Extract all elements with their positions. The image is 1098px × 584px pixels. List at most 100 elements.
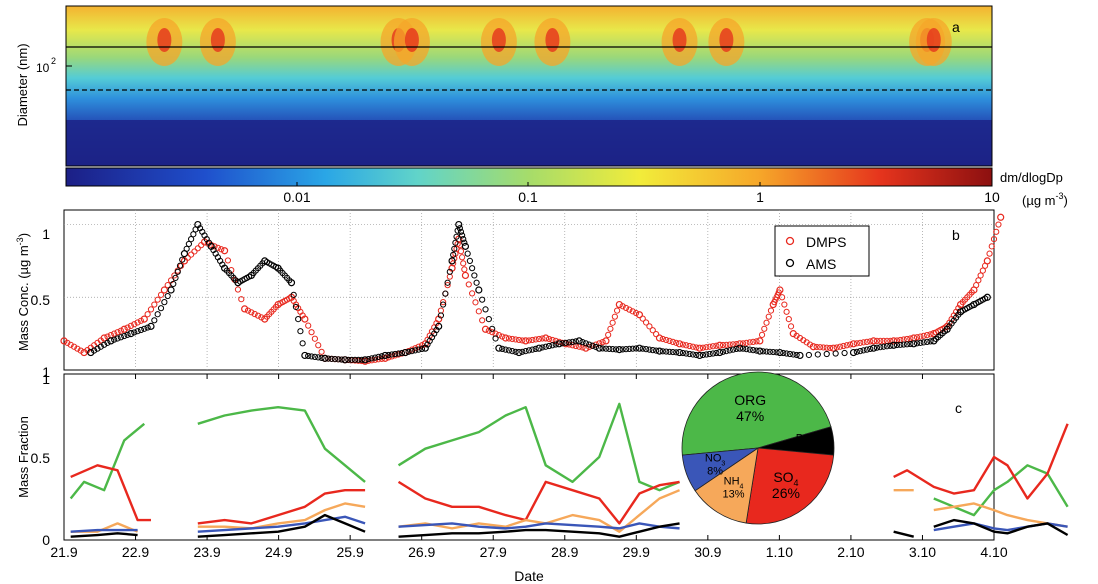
data-point-dmps	[693, 344, 700, 351]
data-point-ams	[673, 349, 680, 356]
data-point-ams	[451, 245, 458, 252]
colorbar-title: dm/dlogDp	[1000, 170, 1063, 185]
series-line-no3	[70, 528, 138, 533]
data-point-dmps	[689, 343, 697, 350]
data-point-ams	[592, 343, 600, 351]
data-point-ams	[368, 355, 375, 362]
data-point-ams	[917, 339, 924, 346]
data-point-ams	[121, 332, 128, 340]
pie-percent-no: 8%	[707, 465, 723, 477]
data-point-ams	[736, 344, 744, 352]
data-point-ams	[903, 341, 911, 348]
data-point-ams	[619, 346, 626, 353]
data-point-ams	[290, 291, 297, 298]
panel-c-xlabel: Date	[514, 568, 544, 584]
data-point-ams	[920, 339, 927, 346]
data-point-ams	[502, 346, 509, 353]
data-point-dmps	[857, 339, 864, 346]
data-point-ams	[796, 351, 804, 360]
data-point-dmps	[147, 306, 155, 313]
data-point-dmps	[867, 338, 874, 345]
data-point-ams	[450, 251, 457, 258]
panel-c-xtick-label: 2.10	[837, 544, 864, 560]
data-point-ams	[786, 350, 794, 358]
data-point-ams	[923, 338, 931, 345]
data-point-dmps	[151, 301, 158, 308]
data-point-ams	[805, 351, 812, 359]
data-point-ams	[301, 351, 309, 360]
data-point-dmps	[920, 332, 927, 339]
data-point-ams	[709, 350, 717, 357]
data-point-ams	[873, 344, 881, 351]
panel-c-xtick-label: 30.9	[694, 544, 721, 560]
data-point-ams	[773, 349, 780, 356]
data-point-dmps	[457, 248, 465, 255]
data-point-dmps	[686, 342, 693, 350]
data-point-dmps	[779, 294, 786, 301]
data-point-ams	[770, 348, 777, 356]
data-point-ams	[475, 286, 483, 294]
pie-percent-org: 47%	[736, 408, 764, 424]
pie-slice-no	[681, 447, 759, 492]
data-point-ams	[559, 340, 566, 347]
panel-c-ytick: 0	[42, 532, 50, 548]
data-point-ams	[595, 344, 603, 352]
data-point-ams	[375, 353, 382, 361]
data-point-ams	[566, 339, 573, 346]
data-point-ams	[456, 225, 463, 232]
colorbar: 0.01 0.1 1 10 dm/dlogDp (µg m-3)	[65, 167, 1068, 208]
data-point-dmps	[706, 343, 713, 350]
data-point-ams	[832, 350, 839, 357]
data-point-dmps	[765, 313, 772, 320]
data-point-dmps	[241, 305, 249, 313]
data-point-dmps	[475, 308, 482, 315]
data-point-dmps	[194, 245, 201, 252]
colorbar-tick-label: 0.1	[518, 189, 538, 205]
data-point-dmps	[776, 286, 784, 294]
heatmap-hotspot-core	[491, 28, 506, 52]
data-point-ams	[562, 339, 569, 346]
heatmap-hotspot-core	[404, 28, 419, 52]
data-point-ams	[853, 348, 860, 355]
legend-marker-ams	[785, 258, 795, 268]
data-point-dmps	[299, 312, 306, 319]
data-point-ams	[555, 340, 563, 348]
panel-c-xtick-labels: 21.9 22.9 23.9 24.9 25.9 26.9 27.9 28.9 29.9 30.9…	[50, 544, 1007, 560]
data-point-ams	[750, 347, 757, 354]
data-point-dmps	[642, 319, 650, 326]
pie-label-bc: BC	[796, 433, 811, 445]
data-point-ams	[398, 349, 405, 357]
data-point-dmps	[719, 341, 727, 349]
data-point-ams	[94, 345, 101, 352]
data-point-dmps	[703, 344, 710, 351]
data-point-dmps	[535, 335, 543, 343]
data-point-ams	[686, 350, 693, 358]
data-point-dmps	[639, 315, 646, 322]
data-point-dmps	[813, 343, 820, 351]
data-point-dmps	[440, 299, 447, 306]
data-point-ams	[569, 338, 576, 345]
data-point-dmps	[602, 337, 610, 345]
data-point-ams	[579, 339, 586, 346]
data-point-dmps	[211, 243, 218, 250]
data-point-ams	[910, 340, 918, 348]
data-point-ams	[572, 338, 579, 345]
data-point-ams	[190, 231, 197, 238]
data-point-dmps	[572, 342, 579, 350]
data-point-ams	[713, 349, 720, 357]
series-line-bc	[893, 530, 915, 538]
data-point-ams	[378, 353, 385, 360]
data-point-ams	[91, 347, 98, 354]
pie-slice-org	[681, 371, 832, 456]
data-point-ams	[877, 344, 884, 351]
data-point-dmps	[545, 335, 553, 343]
data-point-ams	[466, 257, 473, 265]
data-point-ams	[549, 342, 556, 349]
data-point-dmps	[605, 331, 612, 338]
data-point-ams	[457, 228, 465, 235]
series-line-bc	[398, 522, 680, 538]
data-point-ams	[97, 343, 104, 350]
data-point-dmps	[248, 309, 255, 316]
data-point-ams	[461, 239, 468, 246]
panel-a-ytick-exp: 2	[51, 56, 56, 66]
